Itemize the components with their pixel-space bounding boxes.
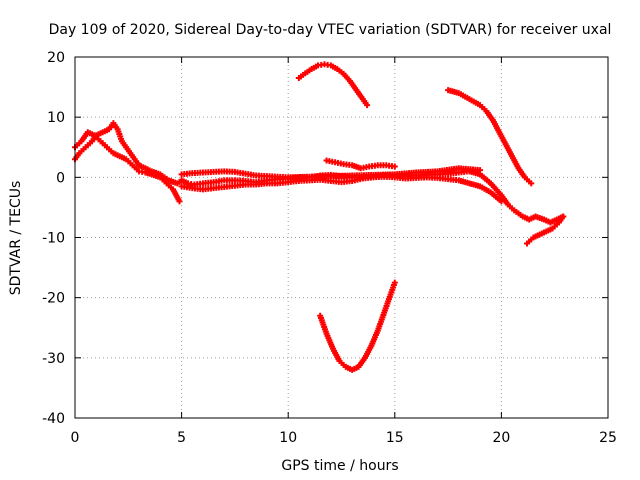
data-points [72,61,567,373]
x-tick-label: 15 [386,430,404,446]
series-lower-valley [317,279,398,373]
series-mid-segment [323,157,398,172]
series-early-scatter [72,129,183,205]
x-tick-label: 10 [279,430,297,446]
y-tick-label: -10 [42,231,65,247]
data-point [391,163,398,170]
data-point [528,180,535,187]
x-tick-label: 0 [71,430,80,446]
data-point [477,167,484,174]
series-upper-arc [295,61,371,109]
series-upper-right-descent [445,87,535,187]
x-tick-label: 25 [599,430,617,446]
x-tick-label: 20 [492,430,510,446]
data-point [498,198,505,205]
series-upper-band [178,165,484,181]
x-tick-label: 5 [177,430,186,446]
chart-title: Day 109 of 2020, Sidereal Day-to-day VTE… [49,22,612,38]
y-tick-label: 0 [56,170,65,186]
x-axis-label: GPS time / hours [281,458,398,474]
y-tick-label: -30 [42,351,65,367]
data-point [364,102,371,109]
y-tick-label: 10 [47,110,65,126]
data-point [391,279,398,286]
y-tick-label: -20 [42,291,65,307]
y-tick-label: -40 [42,411,65,427]
data-point [176,198,183,205]
series-end-tail [523,213,567,247]
axis-ticks: 0 5 10 15 20 25 -40 -30 -20 -10 0 10 20 [42,50,617,446]
data-point [560,213,567,220]
y-tick-label: 20 [47,50,65,66]
y-axis-label: SDTVAR / TECUs [8,181,24,296]
